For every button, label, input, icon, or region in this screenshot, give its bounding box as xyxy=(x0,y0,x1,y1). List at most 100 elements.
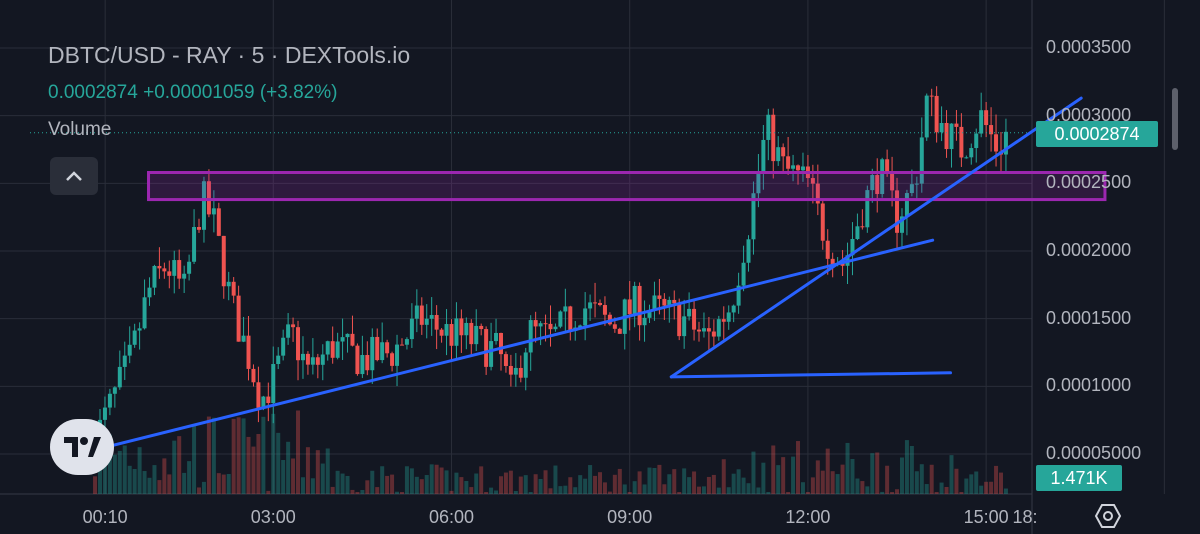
volume-bar xyxy=(588,465,593,494)
volume-bar xyxy=(929,464,934,494)
volume-bar xyxy=(419,479,424,494)
volume-bar xyxy=(533,474,538,494)
volume-bar xyxy=(137,447,142,494)
volume-bar xyxy=(236,417,241,494)
candle-body xyxy=(494,332,499,342)
volume-bar xyxy=(469,487,474,494)
volume-bar xyxy=(890,492,895,494)
candle-body xyxy=(692,308,697,330)
volume-bar xyxy=(112,454,117,494)
volume-bar xyxy=(756,487,761,494)
volume-bar xyxy=(201,481,206,494)
candle-body xyxy=(598,302,602,306)
candle-body xyxy=(716,319,721,337)
volume-bar xyxy=(721,459,726,494)
candle-body xyxy=(350,333,355,346)
volume-bar xyxy=(766,491,771,494)
x-tick-label: 18: xyxy=(1012,507,1038,527)
price-scale-scrollbar[interactable] xyxy=(1172,88,1178,150)
candle-body xyxy=(325,341,330,355)
volume-bar xyxy=(553,465,558,494)
volume-bar xyxy=(830,471,835,494)
candle-body xyxy=(994,134,999,152)
volume-bar xyxy=(444,470,449,494)
candle-body xyxy=(672,299,677,304)
volume-bar xyxy=(974,471,979,494)
candle-body xyxy=(969,148,974,158)
volume-bar xyxy=(474,473,479,494)
candle-body xyxy=(528,320,533,353)
candle-body xyxy=(870,175,875,191)
volume-bar xyxy=(706,476,711,494)
volume-tag: 1.471K xyxy=(1036,465,1122,491)
volume-bar xyxy=(677,492,682,494)
candle-body xyxy=(568,306,573,331)
volume-bar xyxy=(117,450,122,494)
volume-bar xyxy=(627,492,632,494)
candle-body xyxy=(320,354,325,365)
candle-body xyxy=(944,122,949,150)
left-toolbar-edge[interactable] xyxy=(0,0,22,534)
volume-bar xyxy=(503,472,508,494)
candle-body xyxy=(800,166,805,171)
volume-bar xyxy=(142,471,147,494)
tradingview-logo[interactable] xyxy=(50,419,114,475)
volume-bar xyxy=(815,460,820,494)
collapse-button[interactable] xyxy=(50,157,98,195)
volume-bar xyxy=(543,470,548,494)
trendline xyxy=(669,371,952,379)
volume-bar xyxy=(291,458,296,494)
candle-body xyxy=(959,126,964,158)
volume-bar xyxy=(647,467,652,494)
volume-bar xyxy=(484,492,489,494)
volume-bar xyxy=(355,492,360,494)
candle-body xyxy=(271,364,276,404)
candle-body xyxy=(291,324,296,328)
candle-body xyxy=(375,336,380,361)
volume-bar xyxy=(216,473,221,494)
candle-body xyxy=(241,335,246,342)
volume-bar xyxy=(998,472,1003,494)
candle-body xyxy=(459,318,464,336)
candle-body xyxy=(825,240,830,259)
candle-body xyxy=(355,345,360,375)
candle-body xyxy=(117,366,122,388)
candle-body xyxy=(731,305,736,313)
volume-bar xyxy=(622,484,627,494)
candle-body xyxy=(439,329,444,336)
volume-bar xyxy=(523,475,528,494)
volume-bar xyxy=(241,418,246,494)
volume-bar xyxy=(568,477,573,494)
volume-bar xyxy=(335,470,340,494)
volume-bar xyxy=(93,476,98,494)
trendline xyxy=(669,96,1083,379)
candle-body xyxy=(127,344,132,356)
candle-body xyxy=(776,147,781,162)
volume-bar xyxy=(865,486,870,494)
volume-bar xyxy=(296,410,301,494)
candle-body xyxy=(102,407,107,420)
candle-body xyxy=(474,325,479,345)
volume-bar xyxy=(870,453,875,494)
volume-bar xyxy=(345,475,350,494)
volume-bar xyxy=(211,417,216,494)
candle-body xyxy=(152,265,157,288)
volume-bar xyxy=(662,484,667,494)
candle-body xyxy=(697,329,702,332)
candle-body xyxy=(553,326,558,330)
candle-body xyxy=(895,190,900,233)
candle-body xyxy=(498,332,503,355)
volume-bar xyxy=(439,467,444,494)
volume-bar xyxy=(899,457,904,494)
volume-bar xyxy=(548,488,553,494)
volume-bar xyxy=(271,413,276,494)
candle-body xyxy=(929,95,934,97)
settings-hexagon-icon[interactable] xyxy=(1094,503,1122,529)
candle-body xyxy=(385,342,390,354)
candle-body xyxy=(464,322,469,336)
candle-body xyxy=(330,341,335,358)
volume-bar xyxy=(380,466,385,494)
volume-bar xyxy=(152,465,157,494)
volume-bar xyxy=(192,425,197,494)
